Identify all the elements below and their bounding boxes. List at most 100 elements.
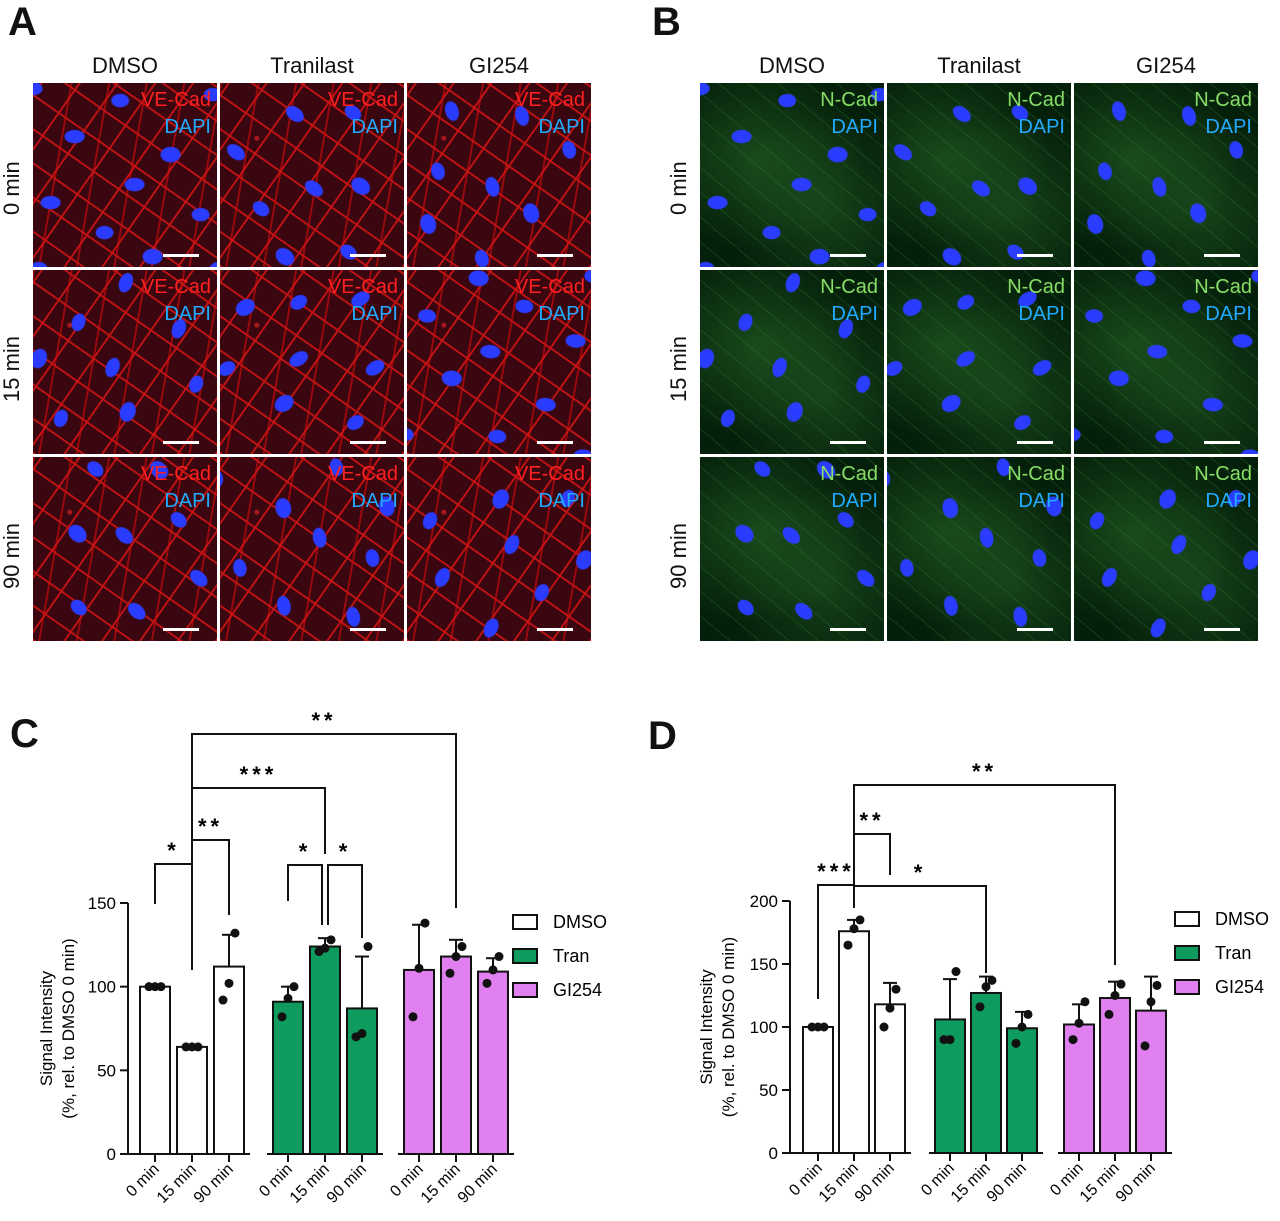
significance-label: ** bbox=[311, 708, 336, 733]
legend-swatch bbox=[1174, 911, 1200, 927]
significance-bracket bbox=[853, 784, 1116, 965]
significance-label: * bbox=[914, 860, 927, 885]
x-tick-label: 90 min bbox=[191, 1161, 237, 1207]
legend-swatch bbox=[1174, 945, 1200, 961]
data-point bbox=[1146, 997, 1156, 1007]
data-point bbox=[457, 942, 467, 952]
bar-tran bbox=[272, 1000, 304, 1155]
panel-letter-a: A bbox=[8, 0, 37, 44]
bar-dmso bbox=[874, 1003, 906, 1154]
data-point bbox=[326, 935, 336, 945]
bar-gi254 bbox=[1063, 1023, 1095, 1155]
scale-bar bbox=[163, 441, 199, 444]
y-tick-label: 0 bbox=[107, 1145, 116, 1164]
micrograph-image: N-Cad DAPI bbox=[887, 270, 1071, 454]
significance-bracket bbox=[853, 885, 987, 973]
scale-bar bbox=[537, 441, 573, 444]
bar-dmso bbox=[213, 965, 245, 1155]
micrograph-image: N-Cad DAPI bbox=[1074, 457, 1258, 641]
legend-swatch bbox=[512, 914, 538, 930]
significance-label: *** bbox=[240, 762, 278, 787]
data-point bbox=[408, 1012, 418, 1022]
scale-bar bbox=[350, 628, 386, 631]
significance-label: * bbox=[339, 839, 352, 864]
data-point bbox=[156, 982, 166, 992]
scale-bar bbox=[830, 254, 866, 257]
scale-bar bbox=[163, 254, 199, 257]
significance-bracket bbox=[191, 839, 230, 968]
micrograph-image: VE-Cad DAPI bbox=[220, 270, 404, 454]
y-tick-label: 0 bbox=[769, 1144, 778, 1163]
data-point bbox=[849, 924, 859, 934]
bar-tran bbox=[309, 945, 341, 1155]
panel-letter-c: C bbox=[10, 712, 39, 756]
data-point bbox=[277, 1012, 287, 1022]
x-tick-label: 15 min bbox=[948, 1160, 994, 1206]
data-point bbox=[218, 995, 228, 1005]
scale-bar bbox=[350, 254, 386, 257]
data-point bbox=[363, 942, 373, 952]
stain-label: N-Cad DAPI bbox=[820, 89, 878, 138]
stain-label: VE-Cad DAPI bbox=[514, 276, 585, 325]
data-point bbox=[482, 978, 492, 988]
stain-label: N-Cad DAPI bbox=[820, 463, 878, 512]
significance-label: ** bbox=[972, 759, 997, 784]
y-tick-label: 100 bbox=[750, 1018, 778, 1037]
significance-bracket bbox=[191, 733, 457, 908]
legend-swatch bbox=[1174, 979, 1200, 995]
scale-bar bbox=[1017, 254, 1053, 257]
scale-bar bbox=[830, 628, 866, 631]
column-label-tranilast: Tranilast bbox=[270, 53, 354, 78]
micrograph-image: N-Cad DAPI bbox=[887, 83, 1071, 267]
row-label-15-min: 15 min bbox=[0, 335, 24, 402]
panel-letter-d: D bbox=[648, 714, 677, 758]
data-point bbox=[1104, 1009, 1114, 1019]
significance-label: *** bbox=[817, 859, 855, 884]
column-label-dmso: DMSO bbox=[759, 53, 825, 78]
scale-bar bbox=[1017, 628, 1053, 631]
stain-label: N-Cad DAPI bbox=[1194, 276, 1252, 325]
data-point bbox=[320, 943, 330, 953]
data-point bbox=[975, 1002, 985, 1012]
data-point bbox=[981, 982, 991, 992]
column-label-gi254: GI254 bbox=[469, 53, 529, 78]
bar-gi254 bbox=[1135, 1009, 1167, 1154]
data-point bbox=[1110, 991, 1120, 1000]
micrograph-image: N-Cad DAPI bbox=[1074, 270, 1258, 454]
scale-bar bbox=[1204, 441, 1240, 444]
stain-label: N-Cad DAPI bbox=[1007, 89, 1065, 138]
scale-bar bbox=[830, 441, 866, 444]
data-point bbox=[1074, 1018, 1084, 1028]
stain-label: VE-Cad DAPI bbox=[327, 276, 398, 325]
bar-gi254 bbox=[477, 970, 509, 1155]
x-tick-label: 15 min bbox=[1077, 1160, 1123, 1206]
legend-swatch bbox=[512, 948, 538, 964]
significance-label: * bbox=[167, 838, 180, 863]
scale-bar bbox=[1204, 254, 1240, 257]
stain-label: VE-Cad DAPI bbox=[327, 463, 398, 512]
significance-label: ** bbox=[198, 814, 223, 839]
x-tick-label: 15 min bbox=[816, 1160, 862, 1206]
bar-dmso bbox=[139, 985, 171, 1155]
x-tick-label: 15 min bbox=[154, 1161, 200, 1207]
data-point bbox=[445, 968, 455, 978]
x-tick-label: 90 min bbox=[455, 1161, 501, 1207]
bar-gi254 bbox=[1099, 997, 1131, 1154]
micrograph-image: N-Cad DAPI bbox=[700, 270, 884, 454]
micrograph-image: N-Cad DAPI bbox=[700, 83, 884, 267]
bar-gi254 bbox=[440, 955, 472, 1155]
data-point bbox=[230, 928, 240, 938]
data-point bbox=[1011, 1038, 1021, 1048]
y-tick-label: 150 bbox=[750, 955, 778, 974]
stain-label: N-Cad DAPI bbox=[1194, 89, 1252, 138]
data-point bbox=[1152, 980, 1162, 990]
significance-bracket bbox=[154, 863, 193, 970]
legend-label: DMSO bbox=[1215, 909, 1269, 929]
micrograph-image: VE-Cad DAPI bbox=[33, 270, 217, 454]
row-label-15-min: 15 min bbox=[666, 335, 691, 402]
scale-bar bbox=[163, 628, 199, 631]
column-label-tranilast: Tranilast bbox=[937, 53, 1021, 78]
y-tick-label: 50 bbox=[97, 1061, 116, 1080]
data-point bbox=[488, 965, 498, 975]
bar-tran bbox=[970, 991, 1002, 1155]
